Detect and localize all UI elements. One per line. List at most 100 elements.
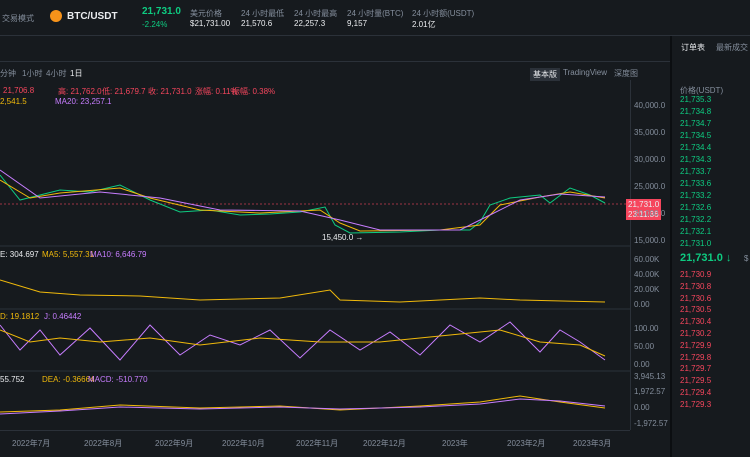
bid: 21,730.8 [680,281,712,291]
tab[interactable]: 最新成交 [716,43,748,52]
low-label: 15,450.0 → [322,233,364,242]
legend: 涨幅: 0.11% [195,87,238,96]
axis-label: 35,000.0 [634,128,666,137]
interval[interactable]: 分钟 [0,69,16,78]
axis-label: 0.00 [634,403,650,412]
bid: 21,730.5 [680,305,712,315]
time-label: 2022年12月 [363,439,406,448]
legend: DEA: -0.36664 [42,375,95,384]
legend: MA10: 6,646.79 [90,250,147,259]
bid: 21,730.2 [680,329,712,338]
view[interactable]: 深度图 [614,69,638,78]
time-label: 2023年3月 [573,439,612,448]
axis-label: 60.00K [634,255,660,264]
kdj-line [0,329,606,357]
legend: MACD: -510.770 [88,375,148,384]
legend: 55.752 [0,375,25,384]
time-label: 2022年10月 [222,439,265,448]
legend: E: 304.697 [0,250,39,259]
bid: 21,729.4 [680,388,712,397]
time-label: 2022年9月 [155,439,194,448]
last-price-tag: 21,731.0 [626,199,662,210]
stat-label: 美元价格 [190,9,222,18]
divider [0,61,670,62]
axis-label: 20.00K [634,285,660,294]
orderbook-panel [672,36,750,457]
pair[interactable]: BTC/USDT [67,11,118,22]
axis-label: 40.00K [634,270,660,279]
ask: 21,735.3 [680,95,712,104]
mode[interactable]: 交易模式 [2,14,34,23]
ma-line [0,179,606,232]
axis-divider [0,430,630,431]
bid: 21,729.3 [680,399,712,409]
legend: 21,706.8 [3,86,35,95]
legend: 高: 21,762.0 [58,87,102,96]
time-label: 2023年 [442,439,468,448]
axis-label: 1,972.57 [634,387,666,396]
mid-price: 21,731.0 ↓ [680,252,732,264]
ask: 21,731.0 [680,239,712,248]
axis-label: 0.00 [634,300,650,309]
stat-value: 22,257.3 [294,19,326,28]
ask: 21,734.8 [680,107,712,116]
ask: 21,732.2 [680,215,712,224]
stat-label: 24 小时最低 [241,9,285,18]
tab[interactable]: 订单表 [681,43,705,52]
kdj-line [0,321,606,361]
axis-divider [630,80,631,430]
chart-drawing [0,169,630,415]
stat-value: 2.01亿 [412,20,436,29]
time-label: 2022年11月 [296,439,339,448]
bid: 21,730.9 [680,270,712,279]
time-label: 2022年7月 [12,439,51,448]
axis-label: -1,972.57 [634,419,668,428]
stat-label: 24 小时量(BTC) [347,9,404,18]
legend: MA20: 23,257.1 [55,97,112,106]
stat-label: 24 小时最高 [294,9,338,18]
legend: D: 19.1812 [0,312,40,321]
axis-label: 25,000.0 [634,182,666,191]
mid-usd: $ [744,254,749,263]
view[interactable]: 基本版 [530,68,560,81]
bid: 21,729.5 [680,376,712,386]
change: -2.24% [142,20,168,29]
axis-label: 30,000.0 [634,155,666,164]
legend: 低: 21,679.7 [102,87,146,96]
bid: 21,729.9 [680,340,712,350]
ask: 21,733.7 [680,167,712,176]
axis-label: 15,000.0 [634,236,666,245]
bid: 21,730.4 [680,317,712,327]
interval[interactable]: 4小时 [46,69,67,78]
ma-line [0,169,606,231]
ask: 21,733.2 [680,191,712,200]
stat-value: 9,157 [347,19,368,28]
ask: 21,734.5 [680,131,712,140]
time-label: 2022年8月 [84,439,123,448]
stat-value: $21,731.00 [190,19,231,28]
interval[interactable]: 1日 [70,69,83,78]
legend: J: 0.46442 [44,312,82,321]
price-header: 价格(USDT) [680,86,724,95]
view[interactable]: TradingView [563,68,608,77]
time-label: 2023年2月 [507,439,546,448]
stat-value: 21,570.6 [241,19,273,28]
volume-ma [0,279,606,303]
ask: 21,734.4 [680,143,712,152]
bid: 21,729.7 [680,364,712,374]
ask: 21,732.6 [680,203,712,212]
axis-label: 3,945.13 [634,372,666,381]
macd-line [0,395,606,413]
bid: 21,730.6 [680,293,712,303]
legend: MA5: 5,557.31 [42,250,95,259]
axis-label: 50.00 [634,342,655,351]
axis-label: 100.00 [634,324,659,333]
interval[interactable]: 1小时 [22,69,43,78]
countdown: 23:11:36 [626,209,661,220]
header-bar [0,0,750,36]
axis-label: 0.00 [634,360,650,369]
macd-line [0,398,606,415]
ask: 21,733.6 [680,179,712,188]
legend: 2,541.5 [0,97,27,106]
